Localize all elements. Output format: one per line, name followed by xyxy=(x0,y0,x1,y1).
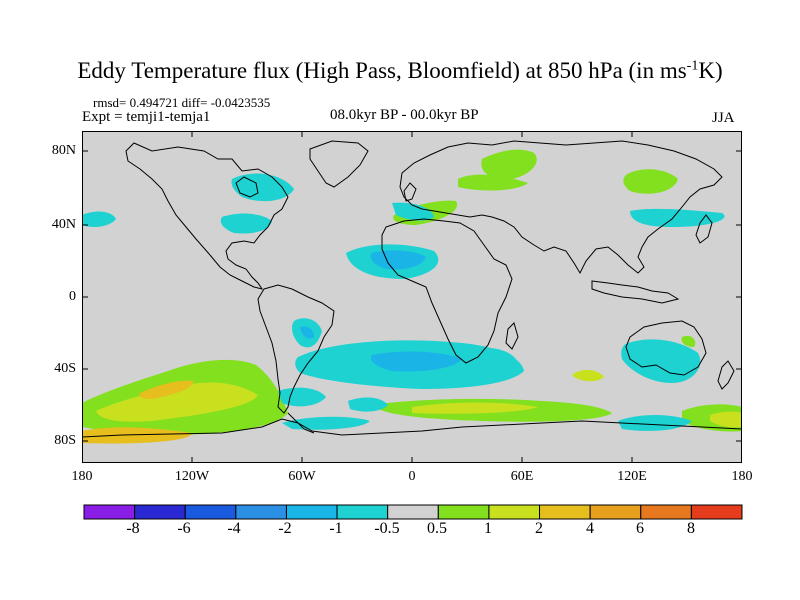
colorbar-box xyxy=(387,504,439,520)
lat-label: 40N xyxy=(51,217,76,232)
colorbar-box xyxy=(437,504,490,520)
coastline-japan xyxy=(695,214,713,244)
season-label: JJA xyxy=(712,110,735,126)
colorbar-label: 2 xyxy=(535,520,543,537)
lon-label: 120E xyxy=(617,469,647,484)
colorbar-boxes xyxy=(83,504,743,520)
anomaly-region xyxy=(96,382,258,422)
experiment-label: Expt = temji1-temja1 xyxy=(82,109,211,125)
anomaly-region xyxy=(458,174,528,191)
anomaly-region xyxy=(681,335,696,347)
stats-text: rmsd= 0.494721 diff= -0.0423535 xyxy=(93,95,271,110)
colorbar-label: -4 xyxy=(227,520,241,537)
lat-label: 0 xyxy=(69,289,76,304)
colorbar-label: -6 xyxy=(177,520,191,537)
coastline-new-zealand xyxy=(717,360,735,390)
lat-label: 40S xyxy=(54,361,76,376)
coastline-british-isles xyxy=(403,182,417,202)
colorbar-label: 6 xyxy=(636,520,644,537)
colorbar-label: -8 xyxy=(126,520,140,537)
lon-label: 180 xyxy=(731,469,753,484)
anomaly-region xyxy=(472,347,518,369)
anomaly-region xyxy=(392,202,434,221)
coastline-antarctic-peninsula xyxy=(287,412,315,434)
anomaly-region xyxy=(278,387,326,407)
colorbar-box xyxy=(134,504,186,520)
anomaly-region xyxy=(82,427,192,444)
coastline-australia xyxy=(625,320,707,376)
coastline-north-america xyxy=(125,142,289,290)
anomaly-region xyxy=(220,213,272,234)
colorbar-label: 8 xyxy=(687,520,695,537)
anomaly-region xyxy=(621,339,701,383)
anomaly-region xyxy=(82,211,116,227)
colorbar-box xyxy=(336,504,389,520)
lon-label: 60E xyxy=(510,469,534,484)
positive-anomalies xyxy=(82,149,742,444)
plot-title: Eddy Temperature flux (High Pass, Bloomf… xyxy=(77,58,723,83)
colorbar-box xyxy=(488,504,541,520)
coastline-greenland xyxy=(309,140,369,188)
colorbar-label: -0.5 xyxy=(374,520,400,537)
anomaly-region xyxy=(618,415,692,431)
lon-label: 180 xyxy=(71,469,93,484)
lat-label: 80S xyxy=(54,433,76,448)
colorbar-label: 4 xyxy=(586,520,594,537)
negative-anomalies xyxy=(82,173,725,431)
anomaly-region xyxy=(710,411,742,428)
anomaly-region xyxy=(300,326,314,339)
coastline-indonesia xyxy=(591,280,680,304)
colorbar-box xyxy=(285,504,338,520)
lon-label: 0 xyxy=(408,469,416,484)
colorbar-label: -1 xyxy=(329,520,343,537)
colorbar-label: 1 xyxy=(484,520,492,537)
colorbar xyxy=(83,504,743,520)
coastline-europe xyxy=(399,140,723,275)
coastline-antarctica xyxy=(82,418,742,438)
anomaly-region xyxy=(139,380,194,399)
coastline-south-america xyxy=(257,284,335,414)
anomaly-region xyxy=(370,351,462,372)
coastlines xyxy=(82,140,742,438)
anomaly-region xyxy=(412,402,538,414)
coastline-madagascar xyxy=(505,322,519,350)
colorbar-box xyxy=(235,504,287,520)
colorbar-label: 0.5 xyxy=(427,520,447,537)
axis-ticks xyxy=(82,131,742,463)
colorbar-box xyxy=(589,504,642,520)
anomaly-region xyxy=(623,169,678,194)
lon-label: 120W xyxy=(174,469,210,484)
coastline-africa xyxy=(381,218,513,364)
colorbar-box xyxy=(83,504,136,520)
colorbar-box xyxy=(690,504,743,520)
coastline-hudson-bay xyxy=(235,176,259,198)
map-panel xyxy=(82,131,742,463)
colorbar-box xyxy=(184,504,237,520)
anomaly-region xyxy=(231,173,294,202)
anomaly-region xyxy=(481,149,537,180)
lat-label: 80N xyxy=(51,143,76,158)
anomaly-region xyxy=(348,397,388,412)
colorbar-label: -2 xyxy=(278,520,292,537)
colorbar-box xyxy=(539,504,591,520)
period-label: 08.0kyr BP - 00.0kyr BP xyxy=(330,107,479,123)
anomaly-region xyxy=(572,369,604,382)
lon-label: 60W xyxy=(288,469,316,484)
colorbar-box xyxy=(640,504,692,520)
